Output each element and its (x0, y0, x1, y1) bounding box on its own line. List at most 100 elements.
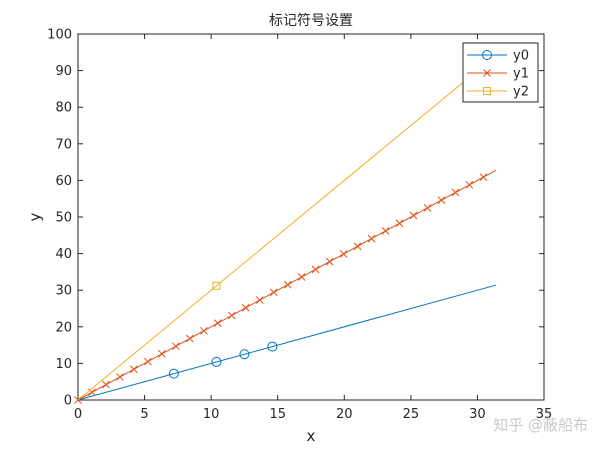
data-point-y1 (325, 257, 334, 266)
data-point-y1-stroke (465, 180, 474, 189)
data-point-y1-stroke (213, 319, 222, 327)
data-point-y1-stroke (255, 296, 264, 304)
data-point-y1-stroke (311, 265, 320, 274)
data-point-y1-stroke (241, 303, 250, 312)
data-point-y1 (339, 250, 348, 258)
series-y2 (77, 54, 497, 401)
y-tick-label: 0 (64, 394, 72, 409)
x-tick-label: 10 (203, 407, 220, 422)
data-point-y1-stroke (185, 334, 194, 343)
data-point-y1-stroke (130, 365, 138, 374)
data-point-y1 (185, 334, 194, 343)
data-point-y1-stroke (437, 196, 446, 205)
data-point-y1 (423, 203, 432, 212)
data-point-y1 (255, 296, 264, 304)
x-tick-label: 5 (140, 407, 148, 422)
data-point-y1-stroke (353, 242, 362, 251)
data-point-y1 (130, 365, 138, 374)
series-y0 (77, 284, 497, 401)
legend-entry-y0: y0 (467, 49, 529, 64)
legend-label: y0 (513, 49, 529, 64)
data-point-y1-stroke (269, 288, 278, 297)
data-point-y1 (297, 273, 306, 281)
data-point-y1-stroke (283, 280, 292, 289)
watermark-text: 知乎 @蔽船布 (493, 416, 588, 434)
data-point-y1 (227, 311, 236, 320)
data-point-y0 (239, 349, 250, 360)
x-axis-ticks: 0 5 10 15 20 25 30 35 (74, 34, 552, 422)
data-point-y1 (409, 211, 418, 220)
data-point-y1 (158, 350, 166, 358)
x-tick-label: 30 (469, 407, 486, 422)
y-tick-label: 20 (55, 320, 72, 335)
x-tick-label: 35 (536, 407, 553, 422)
legend-entry-y1: y1 (467, 67, 529, 82)
data-point-y1-stroke (158, 350, 166, 358)
legend-entry-y2: y2 (467, 85, 529, 100)
data-point-y2 (212, 281, 221, 290)
data-point-y1 (479, 173, 488, 181)
data-point-y1 (353, 242, 362, 251)
data-point-y1 (465, 180, 474, 189)
y-tick-label: 80 (55, 101, 72, 116)
data-point-y1 (241, 303, 250, 312)
chart-title: 标记符号设置 (269, 13, 353, 29)
legend: y0 y1 y2 (462, 42, 539, 103)
legend-marker (482, 50, 492, 60)
data-point-y1-stroke (116, 373, 124, 381)
series-layer (74, 54, 497, 404)
legend-marker (483, 87, 491, 95)
data-point-y1 (199, 326, 208, 335)
data-point-y1-stroke (199, 326, 208, 335)
data-point-y0 (211, 356, 222, 367)
x-tick-label: 0 (74, 407, 82, 422)
data-point-y1-stroke (395, 219, 404, 228)
data-point-y1 (269, 288, 278, 297)
x-tick-label: 20 (336, 407, 353, 422)
data-point-y1-stroke (479, 173, 488, 181)
legend-marker (483, 69, 491, 77)
y-axis-label: y (26, 212, 44, 221)
y-tick-label: 60 (55, 174, 72, 189)
x-tick-label: 15 (269, 407, 286, 422)
data-point-y1 (283, 280, 292, 289)
x-axis-label: x (307, 427, 316, 445)
data-point-y1-stroke (88, 388, 96, 397)
data-point-y1 (451, 188, 460, 197)
data-point-y1 (311, 265, 320, 274)
data-point-y1 (102, 380, 110, 389)
data-point-y1-stroke (144, 357, 152, 366)
data-point-y1 (144, 357, 152, 366)
data-point-y1 (395, 219, 404, 228)
data-point-y1-stroke (339, 250, 348, 258)
y-tick-label: 10 (55, 357, 72, 372)
data-point-y0 (267, 341, 278, 352)
data-point-y0 (168, 368, 179, 379)
data-point-y1-stroke (451, 188, 460, 197)
y-axis-ticks: 0 10 20 30 40 50 60 70 80 90 100 (47, 28, 544, 409)
y-tick-label: 30 (55, 284, 72, 299)
data-point-y1-stroke (297, 273, 306, 281)
data-point-y1-stroke (102, 380, 110, 389)
y-tick-label: 40 (55, 247, 72, 262)
legend-label: y1 (513, 67, 529, 82)
data-point-y1 (172, 342, 180, 351)
series-line-y2 (77, 54, 497, 401)
data-point-y1 (213, 319, 222, 327)
legend-marker-stroke (483, 69, 491, 77)
series-y1 (74, 169, 497, 404)
y-tick-label: 50 (55, 211, 72, 226)
data-point-y1-stroke (325, 257, 334, 266)
x-tick-label: 25 (403, 407, 420, 422)
series-line-y0 (77, 284, 497, 401)
y-tick-label: 100 (47, 28, 72, 43)
data-point-y1-stroke (367, 234, 376, 243)
data-point-y1 (381, 227, 390, 235)
data-point-y1-stroke (423, 203, 432, 212)
legend-label: y2 (513, 85, 529, 100)
data-point-y1-stroke (381, 227, 390, 235)
data-point-y1-stroke (227, 311, 236, 320)
data-point-y1 (116, 373, 124, 381)
y-tick-label: 90 (55, 64, 72, 79)
